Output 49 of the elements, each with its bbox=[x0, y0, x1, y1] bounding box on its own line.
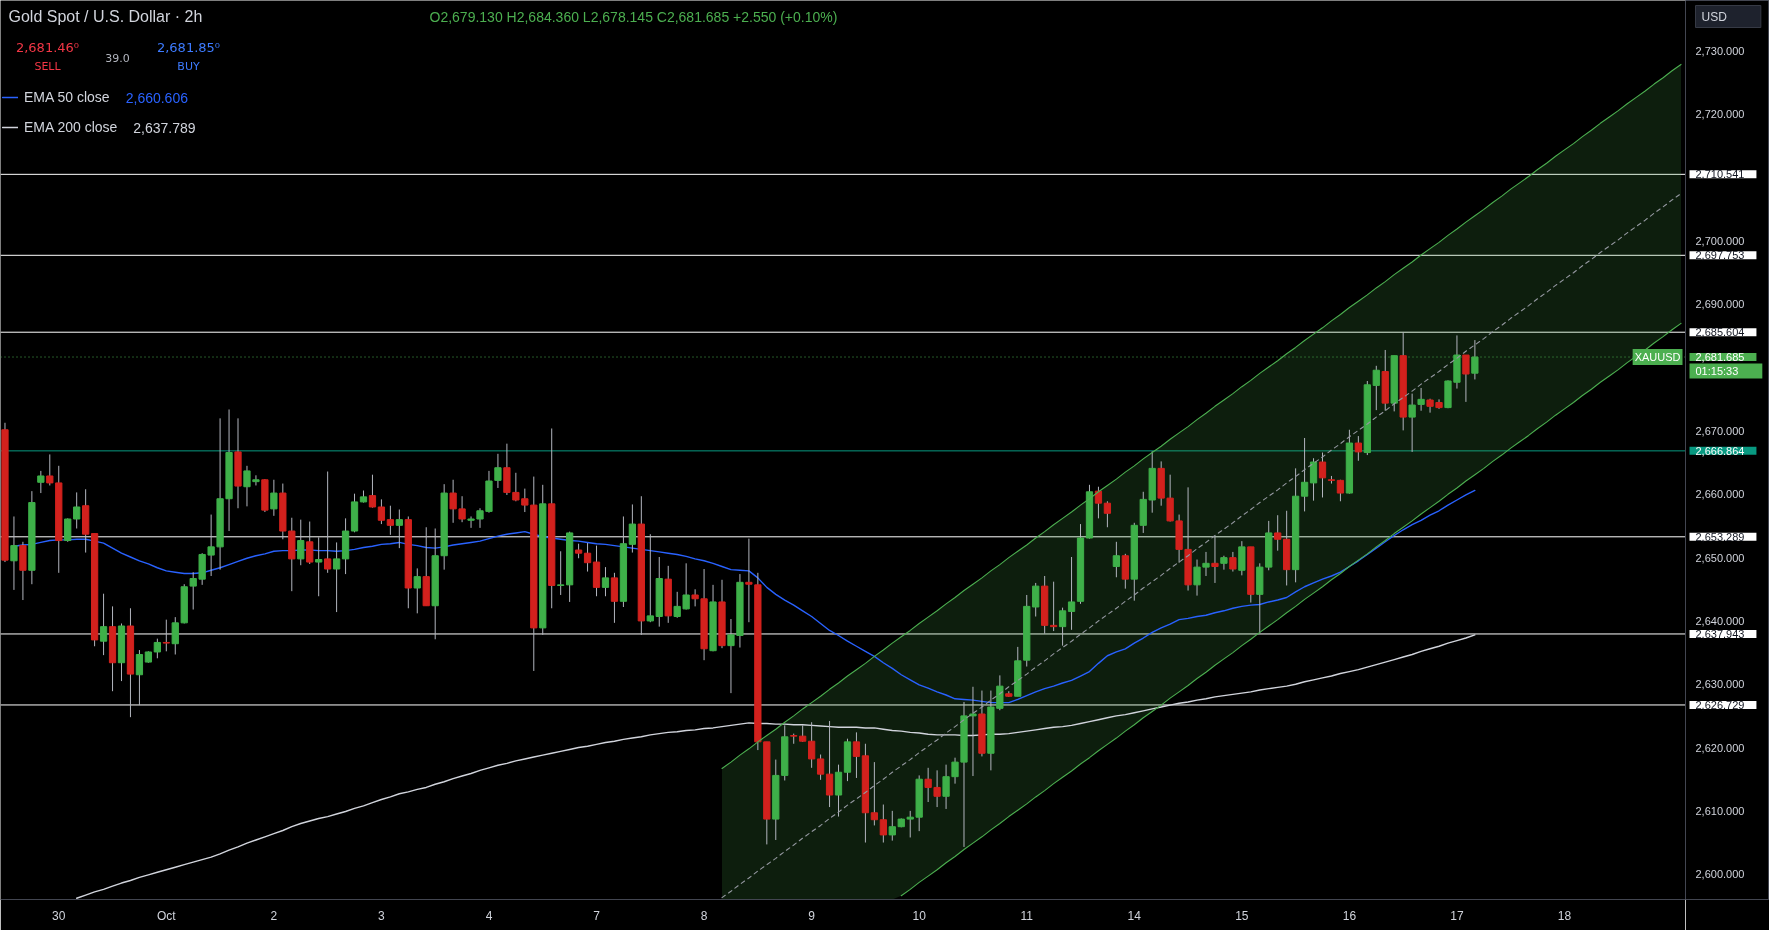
y-tick-label: 2,690.000 bbox=[1695, 298, 1745, 311]
ref-line-label: 2,697.753 bbox=[1695, 249, 1745, 262]
annotation: 2,681.46⁰ bbox=[15, 40, 80, 55]
x-tick-label: 2 bbox=[270, 908, 278, 923]
ref-line-label: 2,666.864 bbox=[1695, 444, 1745, 457]
annotation: 2,660.606 bbox=[125, 89, 189, 106]
x-tick-label: 3 bbox=[378, 908, 386, 923]
chart-title: Gold Spot / U.S. Dollar · 2h bbox=[8, 8, 203, 25]
x-tick-label: 7 bbox=[593, 908, 601, 923]
annotation: 39.0 bbox=[105, 51, 130, 65]
ref-line-label: 2,653.289 bbox=[1695, 530, 1745, 543]
y-tick-label: 2,600.000 bbox=[1695, 868, 1745, 881]
x-tick-label: 17 bbox=[1450, 908, 1464, 923]
y-tick-label: 2,630.000 bbox=[1695, 678, 1745, 691]
x-tick-label: 14 bbox=[1127, 908, 1142, 923]
x-tick-label: 9 bbox=[808, 908, 816, 923]
text: 01:15:33 bbox=[1695, 364, 1739, 377]
x-tick-label: 18 bbox=[1557, 908, 1572, 923]
y-axis-title: USD bbox=[1701, 9, 1728, 24]
ref-line-label: 2,710.541 bbox=[1695, 168, 1745, 181]
y-tick-label: 2,640.000 bbox=[1695, 614, 1745, 627]
y-tick-label: 2,660.000 bbox=[1695, 488, 1745, 501]
y-tick-label: 2,720.000 bbox=[1695, 108, 1745, 121]
annotation: 2,637.789 bbox=[133, 119, 196, 136]
legend-label: EMA 200 close bbox=[24, 119, 118, 135]
ref-line-label: 2,637.943 bbox=[1695, 627, 1745, 640]
y-tick-label: 2,670.000 bbox=[1695, 425, 1745, 438]
x-tick-label: 11 bbox=[1020, 908, 1034, 923]
x-tick-label: Oct bbox=[156, 908, 177, 923]
x-tick-label: 8 bbox=[700, 908, 708, 923]
x-tick-label: 16 bbox=[1342, 908, 1357, 923]
text: O2,679.130 H2,684.360 L2,678.145 C2,681.685 +2.550 (+0.10%) bbox=[429, 8, 838, 25]
annotation: XAUUSD bbox=[1634, 351, 1681, 364]
y-tick-label: 2,620.000 bbox=[1695, 741, 1745, 754]
ref-line-label: 2,681.685 bbox=[1695, 351, 1745, 364]
annotation: BUY bbox=[177, 60, 200, 73]
annotation: 2,681.85⁰ bbox=[156, 40, 221, 55]
legend-label: EMA 50 close bbox=[24, 89, 110, 105]
ref-line-label: 2,626.729 bbox=[1695, 698, 1745, 711]
x-tick-label: 15 bbox=[1235, 908, 1249, 923]
y-tick-label: 2,700.000 bbox=[1695, 235, 1745, 248]
x-tick-label: 30 bbox=[52, 908, 66, 923]
ref-line-label: 2,685.604 bbox=[1695, 326, 1745, 339]
y-tick-label: 2,610.000 bbox=[1695, 804, 1745, 817]
x-tick-label: 4 bbox=[485, 908, 493, 923]
x-tick-label: 10 bbox=[912, 908, 927, 923]
annotation: SELL bbox=[34, 60, 62, 73]
y-tick-label: 2,730.000 bbox=[1695, 45, 1745, 58]
y-tick-label: 2,650.000 bbox=[1695, 551, 1745, 564]
